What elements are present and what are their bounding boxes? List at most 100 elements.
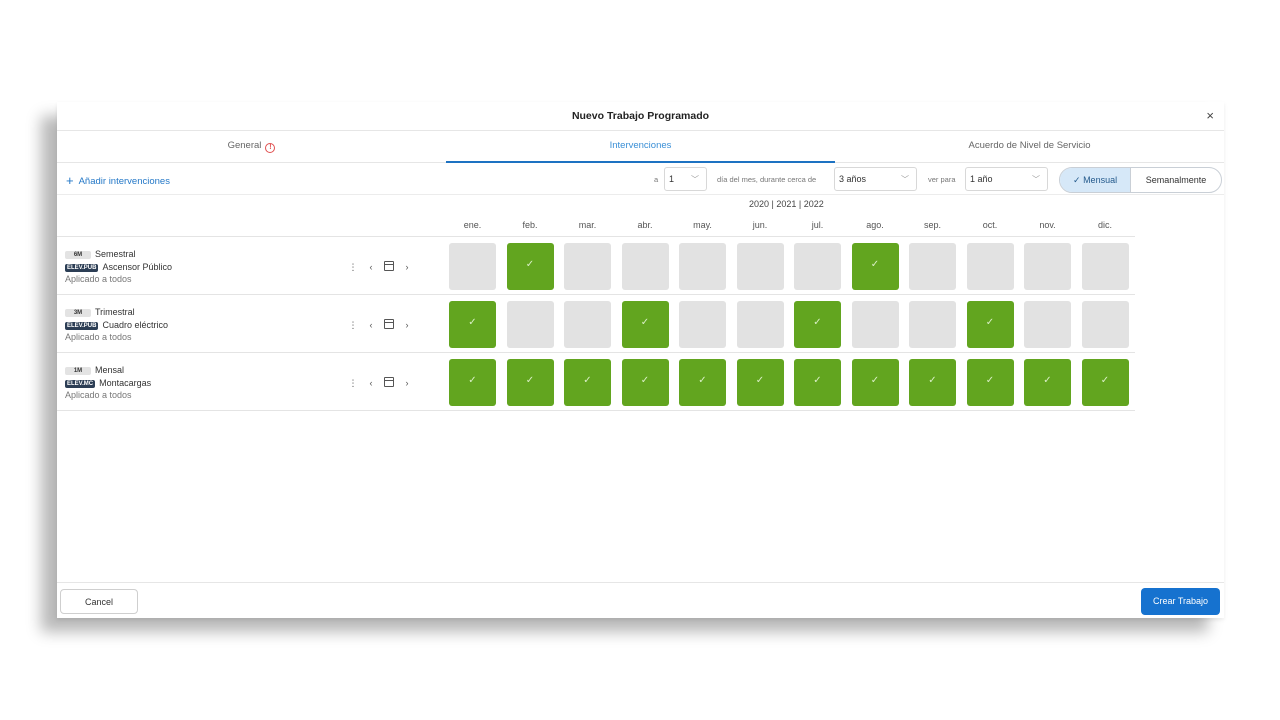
calendar-icon[interactable] — [380, 261, 398, 272]
month-cell-active[interactable] — [506, 243, 554, 290]
month-cell-active[interactable] — [564, 359, 611, 406]
intervention-info: 1M Mensal ELEV.MC Montacargas Aplicado a tod… — [65, 365, 151, 400]
tab-interventions[interactable]: Intervenciones — [446, 131, 835, 163]
month-cell-active[interactable] — [506, 359, 554, 406]
month-label: ago. — [866, 220, 884, 230]
chevron-right-icon[interactable]: › — [405, 262, 409, 272]
plus-icon: + — [66, 173, 74, 188]
applied-scope: Aplicado a todos — [65, 390, 132, 400]
dialog-footer: Cancel Crear Trabajo — [57, 582, 1224, 618]
month-cell-active[interactable] — [851, 243, 899, 290]
intervention-row: 1M Mensal ELEV.MC Montacargas Aplicado a tod… — [57, 353, 1135, 411]
chevron-left-icon[interactable]: ‹ — [369, 378, 373, 388]
month-cell-active[interactable] — [1081, 359, 1129, 406]
month-cell-inactive[interactable] — [1024, 243, 1071, 290]
close-icon[interactable]: × — [1206, 108, 1214, 123]
month-cell-inactive[interactable] — [1081, 301, 1129, 348]
month-cell-active[interactable] — [909, 359, 956, 406]
month-label: abr. — [637, 220, 653, 230]
chevron-down-icon: ﹀ — [691, 175, 699, 184]
month-cell-inactive[interactable] — [564, 301, 611, 348]
month-cell-active[interactable] — [966, 359, 1014, 406]
month-label: ene. — [463, 220, 482, 230]
duration-select-value: 3 años — [839, 174, 867, 184]
chevron-right-icon[interactable]: › — [405, 320, 409, 330]
month-cell-inactive[interactable] — [449, 243, 496, 290]
month-label: sep. — [923, 220, 941, 230]
asset-code-badge: ELEV.PUB — [65, 264, 99, 272]
row-actions: ⋮ ‹ › — [344, 261, 416, 273]
dialog-header: Nuevo Trabajo Programado × — [57, 102, 1224, 131]
chevron-left-icon[interactable]: ‹ — [369, 262, 373, 272]
check-icon: ✓ — [1073, 175, 1084, 185]
month-label: feb. — [522, 220, 538, 230]
month-cell-inactive[interactable] — [564, 243, 611, 290]
month-cell-active[interactable] — [966, 301, 1014, 348]
mode-monthly-button[interactable]: ✓ Mensual — [1060, 168, 1132, 192]
scheduled-job-dialog: Nuevo Trabajo Programado × General! Inte… — [57, 102, 1224, 618]
asset-code-badge: ELEV.MC — [65, 380, 96, 388]
add-interventions-button[interactable]: + Añadir intervenciones — [66, 173, 170, 188]
asset-name: Montacargas — [99, 378, 152, 388]
month-cell-active[interactable] — [1024, 359, 1071, 406]
month-cell-inactive[interactable] — [736, 301, 784, 348]
grid-top-divider — [57, 236, 1135, 237]
chevron-left-icon[interactable]: ‹ — [369, 320, 373, 330]
day-select[interactable]: 1 ﹀ — [664, 167, 707, 191]
month-cell-inactive[interactable] — [794, 243, 841, 290]
view-period-value: 1 año — [970, 174, 993, 184]
calendar-icon[interactable] — [380, 319, 398, 330]
create-job-button[interactable]: Crear Trabajo — [1141, 588, 1220, 615]
month-cell-active[interactable] — [679, 359, 726, 406]
cancel-button[interactable]: Cancel — [60, 589, 138, 614]
more-options-icon[interactable]: ⋮ — [348, 378, 358, 388]
intervention-name: Semestral — [95, 249, 136, 259]
asset-name: Cuadro eléctrico — [102, 320, 168, 330]
view-for-label: ver para — [928, 175, 956, 184]
mode-weekly-button[interactable]: Semanalmente — [1131, 168, 1221, 192]
month-cell-inactive[interactable] — [909, 243, 956, 290]
month-label: jun. — [752, 220, 768, 230]
month-cell-active[interactable] — [449, 359, 496, 406]
applied-scope: Aplicado a todos — [65, 274, 132, 284]
tab-sla-label: Acuerdo de Nivel de Servicio — [968, 140, 1091, 151]
month-cell-inactive[interactable] — [506, 301, 554, 348]
more-options-icon[interactable]: ⋮ — [348, 262, 358, 272]
month-cell-inactive[interactable] — [966, 243, 1014, 290]
month-cell-active[interactable] — [449, 301, 496, 348]
month-cell-inactive[interactable] — [1024, 301, 1071, 348]
tab-interventions-label: Intervenciones — [609, 140, 672, 151]
duration-select[interactable]: 3 años ﹀ — [834, 167, 917, 191]
intervention-info: 3M Trimestral ELEV.PUB Cuadro eléctrico Apli… — [65, 307, 168, 342]
month-cell-inactive[interactable] — [621, 243, 669, 290]
month-cell-active[interactable] — [621, 301, 669, 348]
intervention-info: 6M Semestral ELEV.PUB Ascensor Público Aplic… — [65, 249, 172, 284]
month-label: mar. — [578, 220, 597, 230]
month-label: oct. — [982, 220, 998, 230]
applied-scope: Aplicado a todos — [65, 332, 132, 342]
month-cell-inactive[interactable] — [851, 301, 899, 348]
day-suffix-label: día del mes, durante cerca de — [717, 175, 817, 184]
tab-general[interactable]: General! — [57, 131, 446, 162]
more-options-icon[interactable]: ⋮ — [348, 320, 358, 330]
view-period-select[interactable]: 1 año ﹀ — [965, 167, 1048, 191]
tab-sla[interactable]: Acuerdo de Nivel de Servicio — [835, 131, 1224, 162]
asset-code-badge: ELEV.PUB — [65, 322, 99, 330]
calendar-icon[interactable] — [380, 377, 398, 388]
month-cell-active[interactable] — [736, 359, 784, 406]
mode-weekly-label: Semanalmente — [1145, 175, 1207, 185]
month-cell-active[interactable] — [621, 359, 669, 406]
chevron-right-icon[interactable]: › — [405, 378, 409, 388]
month-cell-inactive[interactable] — [736, 243, 784, 290]
month-cell-inactive[interactable] — [679, 301, 726, 348]
month-cell-inactive[interactable] — [909, 301, 956, 348]
asset-name: Ascensor Público — [102, 262, 173, 272]
month-cell-active[interactable] — [794, 301, 841, 348]
frequency-badge: 1M — [65, 367, 91, 375]
month-label: dic. — [1097, 220, 1112, 230]
mode-monthly-label: Mensual — [1083, 175, 1118, 185]
month-cell-active[interactable] — [794, 359, 841, 406]
month-cell-active[interactable] — [851, 359, 899, 406]
month-cell-inactive[interactable] — [679, 243, 726, 290]
month-cell-inactive[interactable] — [1081, 243, 1129, 290]
